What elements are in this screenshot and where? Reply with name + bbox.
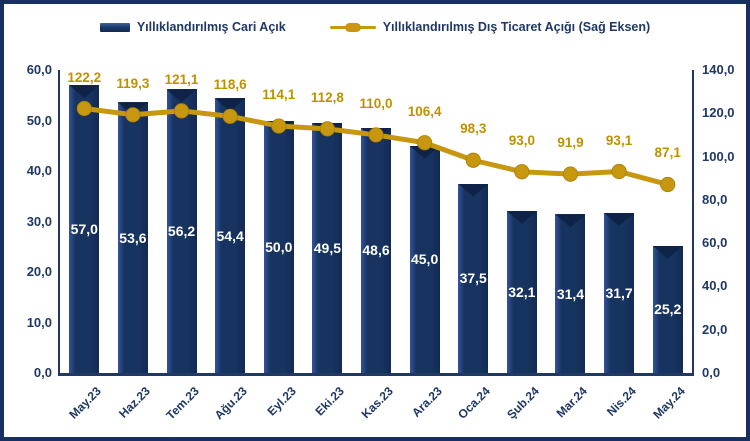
left-axis-tick-label: 10,0 — [26, 314, 52, 330]
line-value-label: 118,6 — [213, 77, 247, 93]
bar-top-bevel — [312, 123, 343, 137]
bar-top-bevel — [263, 120, 294, 134]
left-axis-tick-label: 60,0 — [26, 62, 52, 77]
bar — [652, 245, 683, 373]
bar-top-bevel — [215, 98, 246, 112]
right-axis-tick-label: 20,0 — [702, 321, 728, 337]
line-series-swatch-icon — [329, 21, 376, 33]
line-value-label: 112,8 — [310, 89, 344, 105]
left-axis-tick-label: 50,0 — [26, 112, 52, 128]
left-axis-tick-label: 40,0 — [26, 163, 52, 178]
left-axis-tick-label: 20,0 — [26, 264, 52, 279]
left-axis-tick-label: 30,0 — [26, 213, 52, 229]
line-value-label: 119,3 — [116, 75, 150, 91]
bar-top-bevel — [506, 210, 537, 224]
bar-value-label: 54,4 — [216, 227, 244, 244]
bar-value-label: 50,0 — [265, 238, 293, 255]
x-axis-line — [58, 373, 694, 376]
line-value-label: 91,9 — [557, 135, 584, 151]
bar-top-bevel — [604, 212, 635, 226]
bar-value-label: 31,4 — [556, 285, 585, 302]
bar-top-bevel — [458, 183, 489, 197]
bar-value-label: 31,7 — [605, 284, 633, 301]
line-marker — [660, 176, 676, 193]
line-value-label: 93,0 — [508, 132, 535, 148]
bar-value-label: 57,0 — [70, 221, 98, 238]
line-marker — [514, 164, 530, 180]
y-axis-left-line — [58, 70, 60, 376]
line-value-label: 93,1 — [605, 132, 633, 148]
bar — [458, 183, 489, 373]
line-marker — [611, 163, 627, 180]
y-axis-right-line — [692, 70, 694, 376]
line-value-label: 106,4 — [407, 103, 442, 119]
line-value-label: 110,0 — [359, 95, 393, 111]
line-value-label: 87,1 — [654, 145, 681, 161]
bar-top-bevel — [361, 127, 391, 141]
bar-top-bevel — [166, 89, 197, 103]
bar-top-bevel — [117, 102, 148, 116]
bar — [555, 214, 586, 373]
left-axis-tick-label: 0,0 — [33, 365, 52, 380]
bar-top-bevel — [69, 85, 100, 99]
right-axis-tick-label: 60,0 — [702, 235, 728, 251]
line-value-label: 114,1 — [262, 87, 296, 103]
bar — [506, 210, 537, 373]
legend-label-cari-acik: Yıllıklandırılmış Cari Açık — [136, 20, 286, 34]
line-value-label: 122,2 — [67, 69, 102, 85]
right-axis-tick-label: 80,0 — [702, 191, 728, 207]
legend-label-dis-ticaret: Yıllıklandırılmış Dış Ticaret Açığı (Sağ… — [382, 20, 651, 34]
bar-value-label: 45,0 — [410, 251, 439, 268]
bar-value-label: 49,5 — [313, 240, 341, 256]
legend-item-cari-acik: Yıllıklandırılmış Cari Açık — [99, 20, 286, 34]
bar-value-label: 32,1 — [508, 283, 536, 300]
legend-item-dis-ticaret: Yıllıklandırılmış Dış Ticaret Açığı (Sağ… — [329, 20, 651, 34]
bar-value-label: 53,6 — [119, 229, 147, 246]
line-marker — [465, 152, 481, 168]
line-value-label: 121,1 — [164, 71, 199, 87]
right-axis-tick-label: 100,0 — [702, 148, 735, 164]
right-axis-tick-label: 0,0 — [702, 365, 721, 380]
line-value-label: 98,3 — [460, 121, 487, 137]
chart-legend: Yıllıklandırılmış Cari Açık Yıllıklandır… — [4, 20, 746, 34]
right-axis-tick-label: 120,0 — [702, 105, 735, 121]
bar — [604, 212, 635, 373]
bar-top-bevel — [555, 214, 586, 228]
right-axis-tick-label: 140,0 — [702, 62, 735, 77]
bar-value-label: 25,2 — [654, 301, 682, 318]
x-axis-category-label: May.23 — [66, 384, 105, 422]
bar-top-bevel — [409, 145, 440, 159]
bar-top-bevel — [652, 245, 683, 259]
line-marker — [562, 166, 579, 182]
right-axis-tick-label: 40,0 — [702, 278, 728, 294]
bar-value-label: 48,6 — [362, 242, 390, 259]
bar-value-label: 37,5 — [459, 270, 487, 287]
bar-value-label: 56,2 — [167, 223, 196, 240]
bar-series-swatch-icon — [99, 22, 130, 32]
